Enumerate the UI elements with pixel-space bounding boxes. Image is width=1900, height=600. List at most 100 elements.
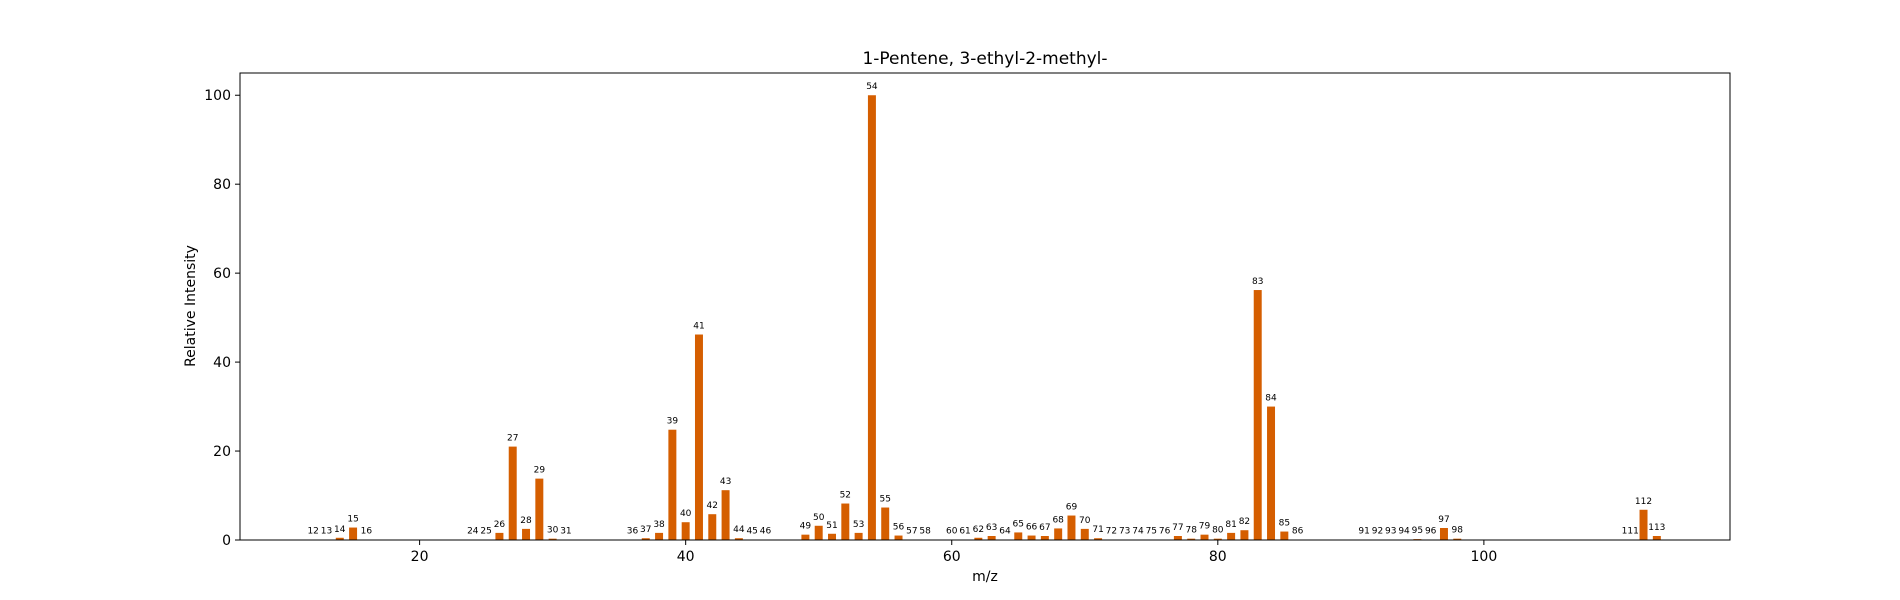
x-tick-label: 60 — [943, 549, 961, 565]
bar-label: 65 — [1013, 519, 1024, 529]
bar-label: 94 — [1398, 527, 1410, 537]
bar-label: 58 — [919, 527, 931, 537]
bar-mz-27 — [508, 446, 517, 540]
bar-label: 54 — [866, 82, 878, 92]
bar-mz-41 — [694, 334, 703, 540]
bar-mz-26 — [495, 532, 504, 540]
y-axis-title: Relative Intensity — [183, 245, 199, 367]
bar-label: 57 — [906, 527, 917, 537]
bar-label: 75 — [1146, 527, 1157, 537]
bar-label: 82 — [1239, 517, 1250, 527]
bar-label: 37 — [640, 525, 651, 535]
bar-mz-65 — [1014, 532, 1023, 540]
bar-mz-51 — [828, 533, 836, 540]
bar-mz-80 — [1213, 538, 1222, 540]
bar-label: 67 — [1039, 523, 1050, 533]
bar-label: 45 — [746, 527, 757, 537]
bar-mz-50 — [814, 525, 823, 540]
bar-label: 76 — [1159, 527, 1171, 537]
bar-mz-30 — [548, 538, 557, 540]
bar-label: 86 — [1292, 527, 1304, 537]
bar-label: 83 — [1252, 277, 1263, 287]
bar-label: 40 — [680, 509, 692, 519]
bar-label: 91 — [1358, 527, 1369, 537]
bar-label: 95 — [1412, 526, 1423, 536]
bar-label: 15 — [347, 515, 358, 525]
bar-label: 12 — [307, 527, 318, 537]
bar-mz-54 — [867, 95, 876, 541]
bar-label: 61 — [959, 527, 970, 537]
bar-label: 14 — [334, 525, 346, 535]
bar-label: 79 — [1199, 522, 1211, 532]
y-tick-label: 100 — [204, 88, 231, 104]
bar-mz-62 — [974, 537, 983, 540]
bar-label: 44 — [733, 525, 745, 535]
bar-label: 36 — [627, 527, 639, 537]
bar-label: 113 — [1648, 523, 1665, 533]
bar-label: 25 — [480, 527, 491, 537]
bar-label: 49 — [800, 522, 812, 532]
bar-mz-43 — [721, 490, 730, 540]
bar-mz-38 — [655, 532, 664, 540]
bar-mz-66 — [1027, 535, 1036, 540]
chart-title: 1-Pentene, 3-ethyl-2-methyl- — [862, 49, 1107, 69]
bar-label: 52 — [840, 491, 851, 501]
bar-mz-39 — [668, 429, 677, 540]
x-axis: 20 40 60 80 100 — [411, 540, 1497, 565]
bar-mz-77 — [1173, 536, 1182, 540]
bar-label: 92 — [1372, 527, 1383, 537]
plot-frame — [239, 72, 1731, 541]
bar-mz-49 — [801, 534, 810, 540]
bar-label: 53 — [853, 520, 864, 530]
bar-mz-56 — [894, 535, 903, 540]
bar-label: 112 — [1635, 497, 1652, 507]
bar-label: 73 — [1119, 527, 1130, 537]
bar-mz-55 — [881, 507, 890, 540]
bar-label: 29 — [534, 466, 546, 476]
bar-label: 81 — [1225, 520, 1236, 530]
bar-label: 93 — [1385, 527, 1396, 537]
bar-label: 60 — [946, 527, 958, 537]
bar-mz-78 — [1187, 538, 1196, 540]
bar-label: 72 — [1106, 527, 1117, 537]
bar-label: 55 — [879, 495, 890, 505]
bar-label: 84 — [1265, 394, 1277, 404]
bar-label: 77 — [1172, 523, 1183, 533]
bar-mz-14 — [335, 537, 344, 540]
bar-label: 111 — [1622, 527, 1639, 537]
bar-label: 66 — [1026, 523, 1038, 533]
bar-label: 38 — [653, 520, 665, 530]
bar-label: 42 — [707, 501, 718, 511]
x-tick-label: 40 — [677, 549, 695, 565]
bar-mz-68 — [1054, 528, 1063, 540]
bar-label: 68 — [1052, 515, 1064, 525]
y-tick-label: 60 — [213, 266, 231, 282]
bar-label: 51 — [826, 521, 837, 531]
bar-label: 43 — [720, 477, 731, 487]
bar-label: 30 — [547, 526, 559, 536]
x-tick-label: 20 — [411, 549, 429, 565]
bar-label: 69 — [1066, 503, 1078, 513]
bar-label: 98 — [1452, 526, 1464, 536]
bar-label: 96 — [1425, 527, 1437, 537]
bar-label: 71 — [1092, 525, 1103, 535]
bar-label: 41 — [693, 322, 704, 332]
bar-mz-82 — [1240, 530, 1249, 540]
y-tick-label: 80 — [213, 177, 231, 193]
bar-label: 24 — [467, 527, 479, 537]
bar-mz-112 — [1639, 509, 1648, 540]
bar-label: 50 — [813, 513, 825, 523]
bar-label: 85 — [1279, 519, 1290, 529]
bar-mz-97 — [1439, 527, 1448, 540]
y-tick-label: 0 — [222, 533, 231, 549]
bar-label: 13 — [321, 527, 332, 537]
bar-mz-37 — [641, 538, 650, 540]
x-axis-title: m/z — [972, 569, 998, 585]
bar-label: 97 — [1438, 515, 1449, 525]
bar-label: 56 — [893, 523, 905, 533]
bar-label: 63 — [986, 523, 997, 533]
bar-mz-71 — [1094, 538, 1103, 540]
bar-mz-81 — [1227, 532, 1236, 540]
